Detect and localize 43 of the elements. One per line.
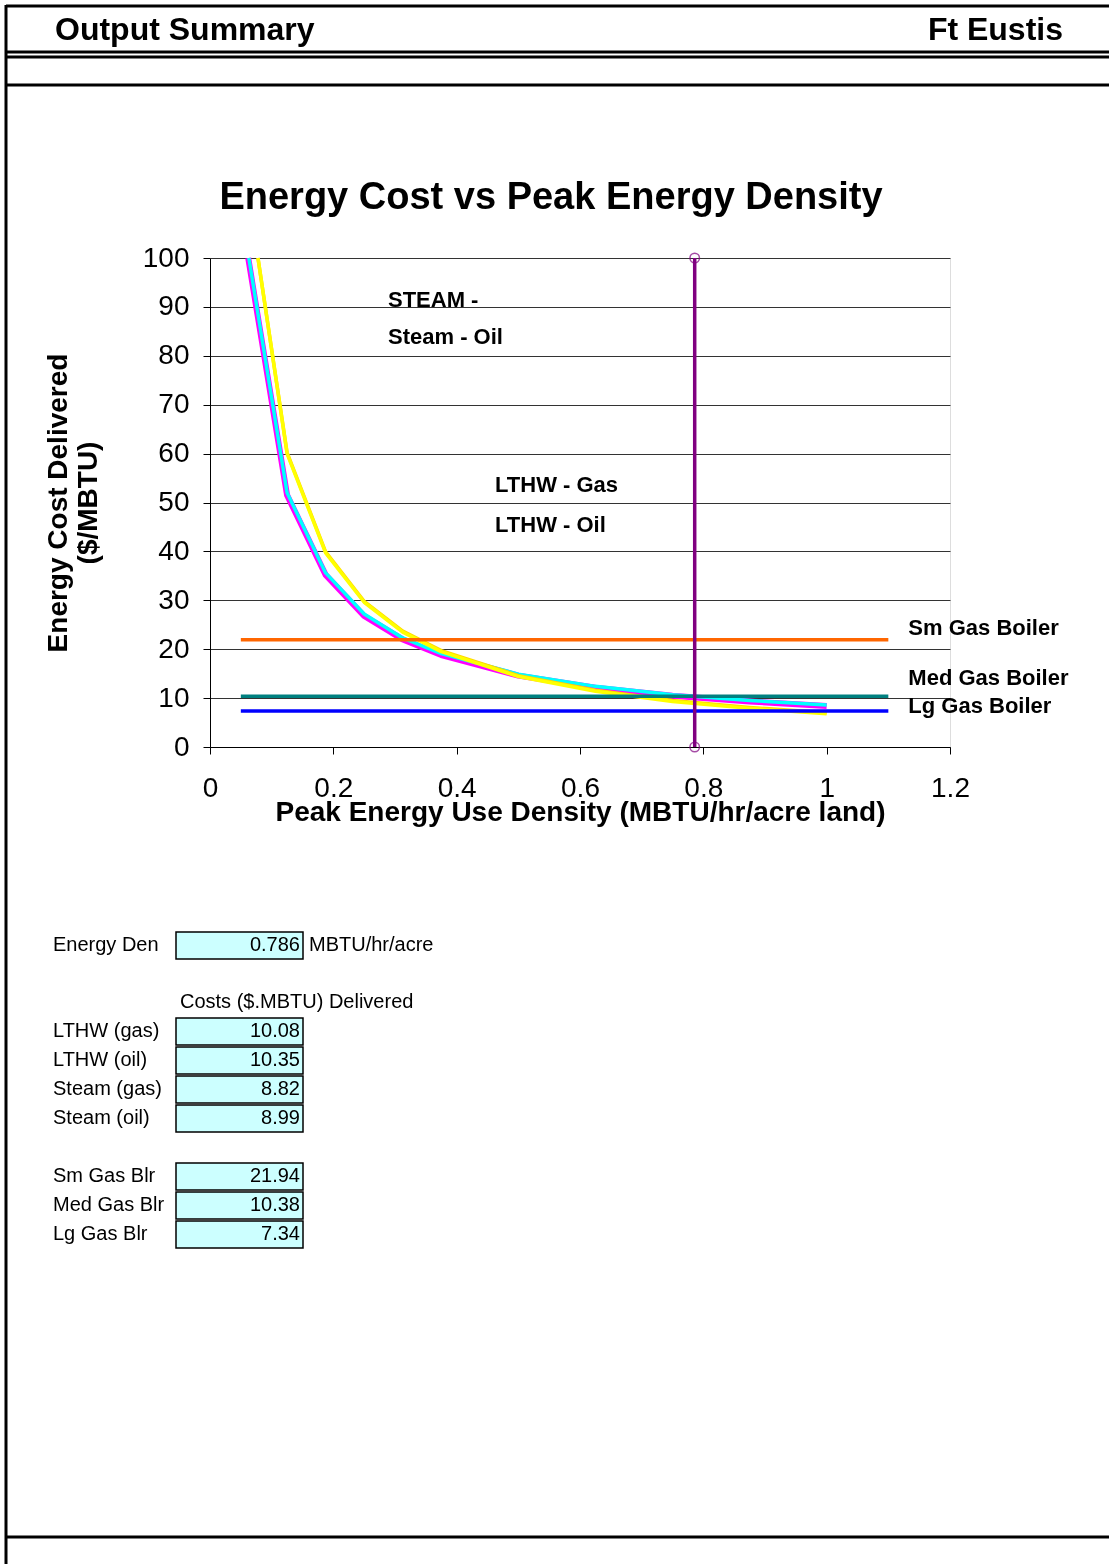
series-label: Med Gas Boiler: [908, 665, 1069, 691]
y-tick-label: 90: [158, 290, 190, 322]
text: 10.35: [249, 1048, 300, 1070]
text: Energy Den: [53, 933, 159, 955]
x-tick-label: 0: [202, 771, 219, 803]
text: LTHW (oil): [53, 1048, 148, 1070]
annotation: LTHW - Gas: [495, 472, 619, 497]
text: 8.99: [261, 1106, 300, 1128]
text: Lg Gas Blr: [53, 1222, 148, 1244]
text: Steam (gas): [53, 1077, 162, 1099]
chart-title: Energy Cost vs Peak Energy Density: [219, 175, 883, 217]
text: MBTU/hr/acre: [309, 933, 434, 955]
text: 0.786: [249, 933, 300, 955]
text: Output Summary: [55, 11, 315, 47]
text: 8.82: [261, 1077, 300, 1099]
text: Med Gas Blr: [53, 1193, 165, 1215]
text: LTHW (gas): [53, 1019, 160, 1041]
y-tick-label: 20: [158, 632, 190, 664]
y-tick-label: 10: [158, 681, 190, 713]
text: 7.34: [261, 1222, 300, 1244]
y-tick-label: 100: [142, 241, 190, 273]
annotation: LTHW - Oil: [495, 512, 606, 537]
y-tick-label: 80: [158, 339, 190, 371]
annotation: Steam - Oil: [388, 324, 503, 349]
annotation: STEAM -: [388, 287, 479, 312]
text: 10.38: [249, 1193, 300, 1215]
x-tick-label: 0.4: [437, 771, 477, 803]
y-tick-label: 0: [173, 730, 190, 762]
text: Steam (oil): [53, 1106, 150, 1128]
y-tick-label: 50: [158, 486, 190, 517]
text: Sm Gas Blr: [53, 1164, 156, 1186]
text: Ft Eustis: [927, 11, 1063, 47]
series-label: Lg Gas Boiler: [908, 693, 1052, 719]
text: 21.94: [249, 1164, 300, 1186]
text: 10.08: [249, 1019, 300, 1041]
y-tick-label: 70: [158, 388, 190, 420]
y-tick-label: 60: [158, 437, 190, 469]
y-tick-label: 40: [158, 534, 190, 566]
y-axis-title: Energy Cost Delivered ($/MBTU): [41, 353, 103, 653]
y-tick-label: 30: [158, 583, 190, 615]
series-label: Sm Gas Boiler: [908, 614, 1060, 640]
text: Costs ($.MBTU) Delivered: [180, 990, 414, 1012]
x-tick-label: 1.2: [931, 771, 970, 803]
